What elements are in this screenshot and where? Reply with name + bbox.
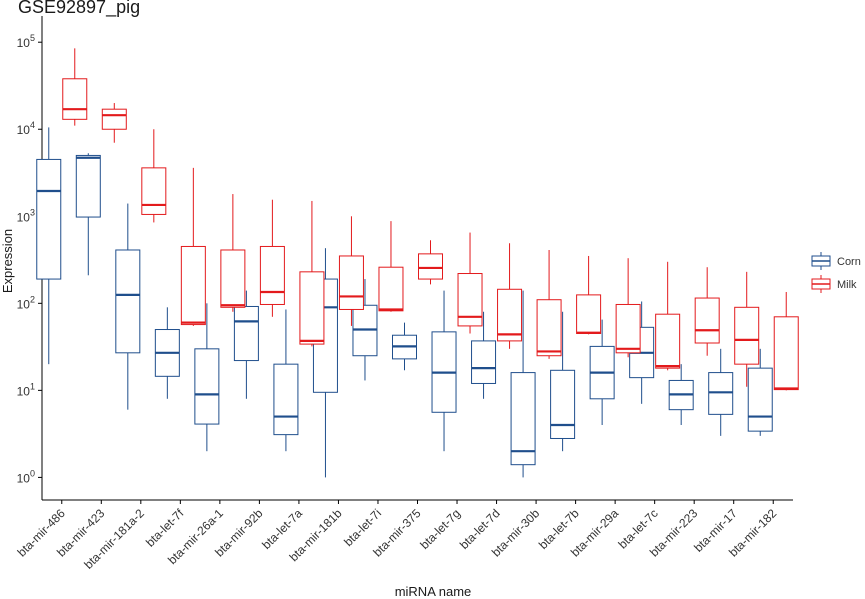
box-corn-bta-mir-30b — [510, 290, 536, 478]
box-corn-bta-mir-181a-2 — [115, 203, 141, 410]
box-iqr — [259, 245, 285, 305]
box-corn-bta-mir-29a — [589, 319, 615, 425]
y-tick-label: 100 — [17, 468, 35, 485]
box-corn-bta-mir-92b — [233, 290, 259, 399]
box-corn-bta-mir-26a-1 — [194, 303, 220, 452]
x-axis-label: miRNA name — [395, 584, 472, 599]
box-milk-bta-let-7i — [378, 221, 404, 312]
box-iqr — [75, 154, 101, 218]
box-corn-bta-let-7d — [471, 311, 497, 399]
legend-item-milk: Milk — [811, 275, 857, 293]
x-tick-label: bta-let-7g — [417, 506, 463, 552]
box-iqr — [576, 294, 602, 335]
box-corn-bta-mir-486 — [36, 127, 62, 365]
box-corn-bta-mir-17 — [708, 348, 734, 436]
box-iqr — [747, 367, 773, 432]
box-milk-bta-let-7b — [576, 255, 602, 335]
box-iqr — [457, 273, 483, 327]
box-corn-bta-let-7a — [273, 309, 299, 452]
box-iqr — [510, 372, 536, 466]
legend-item-corn: Corn — [811, 252, 861, 270]
boxes-layer — [36, 48, 799, 478]
box-milk-bta-let-7d — [497, 243, 523, 349]
box-iqr — [655, 313, 681, 369]
y-tick-label: 103 — [17, 207, 35, 224]
legend: Corn Milk — [811, 252, 861, 293]
box-milk-bta-let-7a — [299, 200, 325, 347]
box-milk-bta-let-7c — [655, 261, 681, 371]
legend-label: Milk — [837, 279, 857, 291]
box-milk-bta-mir-182 — [773, 291, 799, 391]
box-corn-bta-let-7b — [550, 311, 576, 452]
box-iqr — [615, 303, 641, 354]
box-milk-bta-mir-30b — [536, 249, 562, 359]
box-iqr — [708, 372, 734, 415]
box-iqr — [62, 78, 88, 120]
box-iqr — [273, 363, 299, 436]
box-iqr — [471, 340, 497, 384]
box-iqr — [773, 316, 799, 391]
box-iqr — [497, 288, 523, 342]
box-corn-bta-mir-423 — [75, 153, 101, 276]
box-milk-bta-mir-223 — [694, 267, 720, 356]
box-milk-bta-let-7g — [457, 232, 483, 334]
box-iqr — [338, 255, 364, 310]
box-iqr — [536, 299, 562, 357]
box-milk-bta-mir-92b — [259, 199, 285, 317]
y-axis-label: Expression — [0, 229, 15, 293]
box-milk-bta-mir-423 — [101, 103, 127, 143]
chart-title: GSE92897_pig — [18, 0, 141, 17]
box-iqr — [194, 348, 220, 425]
y-tick-label: 105 — [17, 33, 35, 50]
box-iqr — [550, 369, 576, 439]
y-tick-label: 104 — [17, 120, 35, 137]
box-iqr — [734, 306, 760, 365]
legend-label: Corn — [837, 256, 861, 268]
box-iqr — [299, 271, 325, 345]
box-milk-bta-mir-375 — [418, 240, 443, 285]
box-iqr — [378, 266, 404, 312]
box-milk-bta-mir-29a — [615, 258, 641, 358]
box-milk-bta-mir-181b — [338, 216, 364, 326]
box-iqr — [101, 108, 127, 130]
box-iqr — [141, 167, 167, 215]
box-corn-bta-let-7i — [352, 279, 378, 381]
box-milk-bta-mir-486 — [62, 48, 88, 126]
box-milk-bta-mir-17 — [734, 271, 760, 387]
box-milk-bta-mir-26a-1 — [220, 194, 246, 312]
box-corn-bta-let-7g — [431, 290, 457, 452]
box-iqr — [418, 253, 443, 280]
box-iqr — [233, 305, 259, 362]
box-iqr — [694, 297, 720, 344]
box-corn-bta-mir-223 — [668, 364, 694, 425]
box-iqr — [36, 158, 62, 280]
box-iqr — [180, 245, 206, 326]
y-tick-label: 102 — [17, 294, 35, 311]
box-milk-bta-mir-181a-2 — [141, 129, 167, 223]
y-tick-label: 101 — [17, 381, 35, 398]
box-milk-bta-let-7f — [180, 167, 206, 326]
box-iqr — [220, 249, 246, 308]
box-iqr — [115, 249, 141, 354]
box-corn-bta-mir-375 — [392, 322, 417, 371]
box-corn-bta-let-7f — [154, 307, 180, 399]
box-corn-bta-mir-182 — [747, 348, 773, 436]
